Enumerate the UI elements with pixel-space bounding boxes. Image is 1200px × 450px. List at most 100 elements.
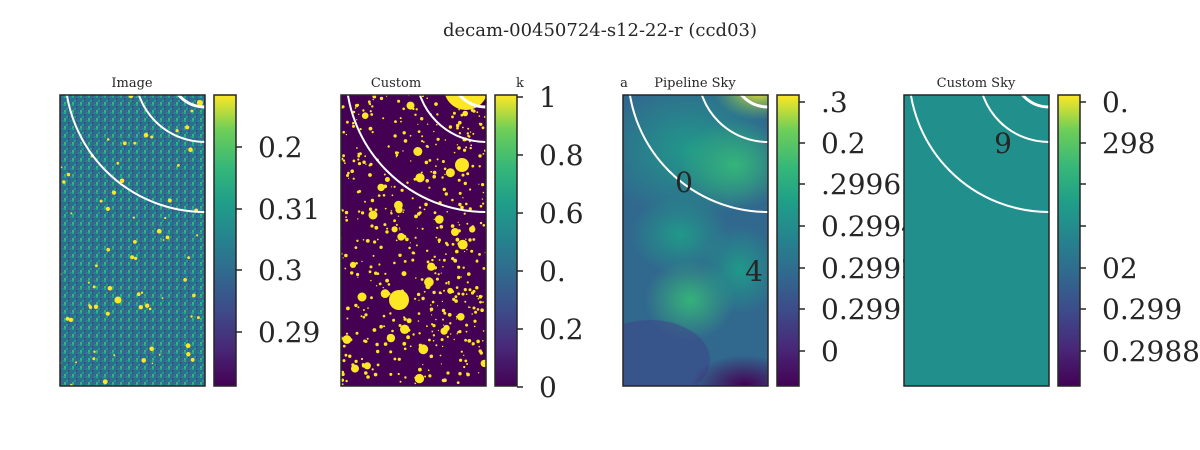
custom-mask-dot — [354, 246, 358, 250]
custom-mask-dot — [462, 126, 464, 129]
image-source-dot — [167, 198, 172, 203]
custom-mask-dot — [468, 306, 470, 308]
custom-mask-dot — [395, 156, 398, 158]
image-source-dot — [107, 286, 113, 291]
custom-mask-dot — [383, 342, 388, 346]
custom-mask-dot — [392, 318, 396, 322]
custom-mask-dot — [443, 258, 446, 262]
custom-mask-dot — [415, 108, 418, 111]
custom-mask-dot — [465, 146, 468, 149]
panel-pipeline-sky: Pipeline Sky a 0 4 .3 0.2 .2996 0.2994 0.299… — [620, 76, 919, 387]
custom-mask-dot — [482, 224, 486, 227]
custom-mask-dot — [435, 215, 444, 224]
custom-mask-dot — [445, 241, 448, 245]
pipeline-sky-heatmap — [623, 95, 768, 386]
custom-mask-dot — [428, 186, 431, 189]
custom-mask-dot — [403, 317, 407, 321]
custom-mask-dot — [470, 144, 473, 147]
custom-mask-dot — [468, 288, 472, 292]
custom-mask-dot — [409, 345, 412, 348]
image-source-dot — [161, 297, 164, 299]
custom-mask-dot — [366, 375, 370, 379]
custom-mask-dot — [422, 364, 424, 366]
custom-mask-dot — [384, 177, 390, 182]
custom-mask-dot — [428, 338, 431, 342]
custom-mask-dot — [383, 173, 386, 176]
custom-mask-dot — [370, 296, 373, 300]
custom-mask-dot — [357, 162, 362, 166]
custom-mask-dot — [433, 255, 436, 258]
custom-mask-dot — [410, 160, 412, 162]
custom-mask-dot — [470, 291, 475, 295]
custom-mask-dot — [443, 324, 450, 332]
pipeline-colorbar — [776, 94, 800, 387]
custom-mask-dot — [362, 239, 365, 241]
custom-mask-dot — [428, 159, 432, 162]
custom-mask-dot — [357, 154, 361, 158]
custom-mask-dot — [387, 145, 390, 148]
custom-mask-dot — [437, 305, 439, 307]
custom-mask-dot — [457, 239, 468, 250]
custom-mask-dot — [444, 139, 447, 141]
custom-mask-dot — [356, 147, 358, 149]
custom-mask-dot — [357, 158, 360, 161]
image-source-dot — [87, 281, 90, 284]
colorbar-tick-label: .3 — [821, 86, 848, 119]
custom-mask-dot — [371, 131, 374, 134]
custom-mask-dot — [482, 267, 486, 270]
custom-mask-dot — [376, 363, 380, 367]
image-source-dot — [185, 125, 190, 130]
image-source-dot — [93, 304, 99, 309]
custom-mask-dot — [452, 297, 456, 301]
custom-mask-dot — [346, 317, 349, 320]
custom-mask-dot — [342, 335, 352, 344]
custom-mask-dot — [382, 117, 385, 120]
image-source-dot — [102, 379, 108, 385]
custom-colorbar — [494, 94, 518, 387]
custom-sky-colorbar-ticks: 0. 298 02 0.299 0.2988 — [1080, 86, 1200, 368]
custom-mask-dot — [415, 244, 418, 247]
custom-mask-dot — [457, 265, 461, 269]
panel-title-pipeline-prefix: a — [620, 76, 628, 91]
custom-mask-dot — [457, 313, 465, 321]
custom-mask-dot — [424, 202, 428, 207]
custom-mask-dot — [345, 216, 347, 219]
custom-mask-dot — [453, 338, 455, 341]
image-source-dot — [190, 315, 193, 318]
pipeline-colorbar-ticks: .3 0.2 .2996 0.2994 0.2992 0.299 0 — [799, 86, 919, 368]
colorbar-tick-label: 0.2988 — [1102, 335, 1200, 368]
image-source-dot — [75, 361, 77, 364]
custom-mask-dot — [437, 273, 440, 276]
image-source-dot — [143, 132, 149, 138]
custom-mask-dot — [458, 202, 462, 207]
custom-mask-dot — [455, 249, 459, 254]
custom-mask-dot — [452, 111, 456, 115]
custom-mask-dot — [425, 179, 430, 183]
custom-mask-dot — [471, 342, 475, 346]
custom-mask-dot — [394, 151, 398, 155]
custom-mask-dot — [350, 169, 355, 173]
custom-mask-dot — [446, 371, 450, 375]
custom-mask-dot — [465, 238, 467, 240]
custom-mask-dot — [393, 134, 397, 138]
custom-mask-dot — [341, 105, 345, 109]
custom-mask-dot — [355, 103, 359, 108]
custom-mask-dot — [405, 237, 409, 242]
image-colorbar — [213, 94, 237, 387]
panel-title-custom: Custom — [371, 76, 421, 91]
colorbar-tick-label: 1 — [539, 81, 557, 114]
custom-mask-dot — [389, 290, 409, 310]
custom-mask-dot — [411, 251, 415, 255]
custom-mask-dot — [482, 340, 484, 342]
colorbar-tick-label: 0 — [539, 371, 557, 404]
image-source-dot — [138, 305, 143, 310]
image-source-dot — [175, 129, 179, 133]
custom-mask-dot — [435, 318, 437, 321]
custom-mask-dot — [366, 337, 369, 340]
custom-mask-dot — [389, 372, 393, 376]
image-source-dot — [99, 199, 103, 203]
image-source-dot — [145, 303, 150, 308]
custom-mask-dot — [457, 292, 461, 296]
custom-mask-dot — [376, 349, 380, 354]
image-source-dot — [141, 358, 146, 363]
